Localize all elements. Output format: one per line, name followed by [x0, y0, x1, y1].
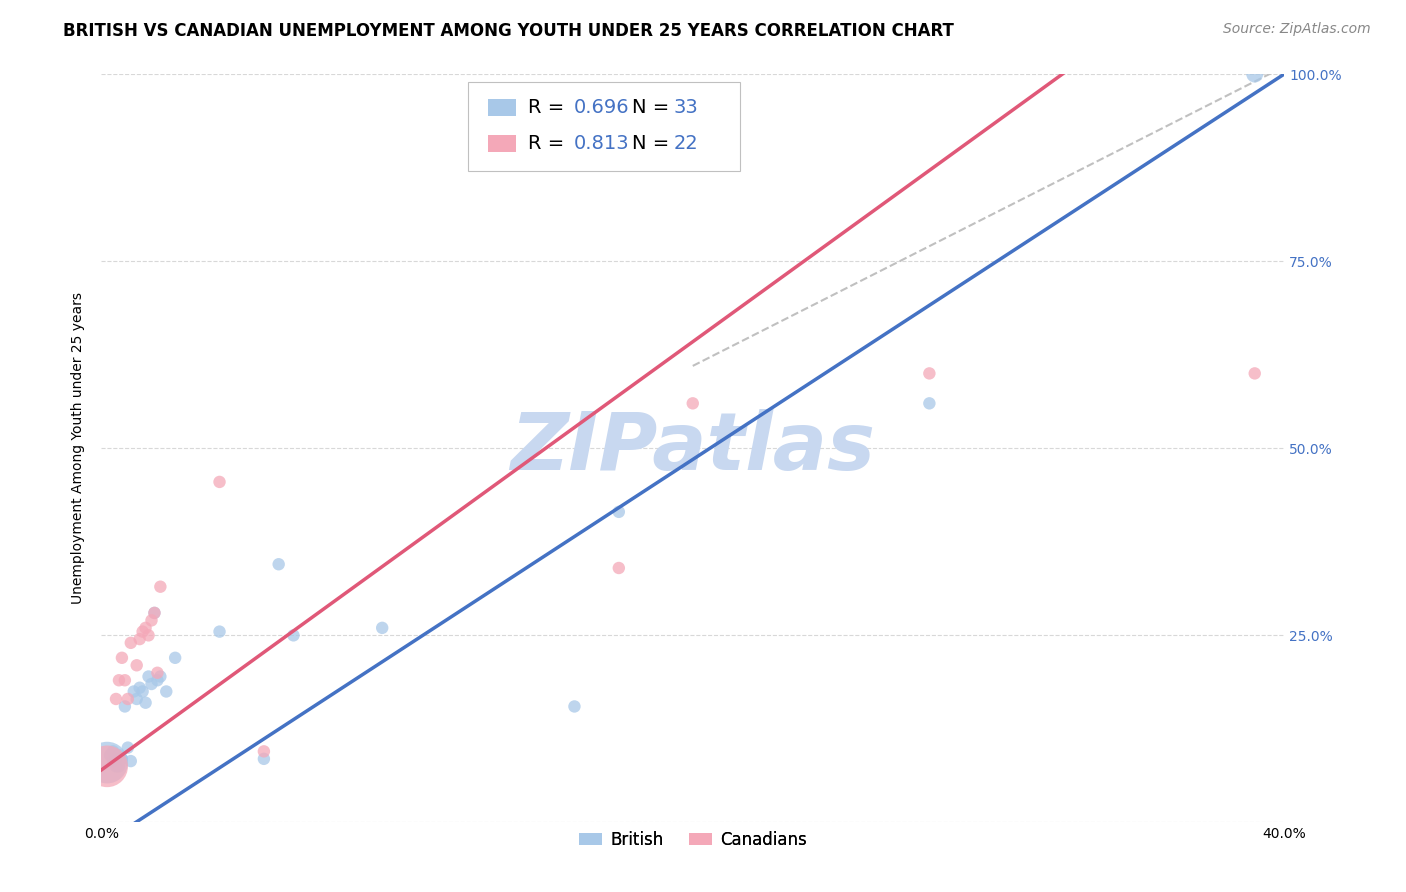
Point: [283, 628, 305, 642]
Point: [117, 740, 139, 755]
Point: [208, 624, 231, 639]
Point: [128, 681, 150, 695]
Point: [131, 684, 153, 698]
FancyBboxPatch shape: [468, 81, 740, 171]
Point: [682, 396, 704, 410]
Bar: [488, 136, 516, 152]
Point: [208, 475, 231, 489]
Point: [96, 756, 118, 770]
Point: [253, 744, 276, 758]
Point: [918, 396, 941, 410]
Point: [108, 759, 131, 773]
Point: [117, 692, 139, 706]
Point: [125, 692, 148, 706]
Point: [141, 613, 163, 627]
Point: [143, 606, 166, 620]
Point: [114, 699, 136, 714]
Point: [122, 684, 145, 698]
Point: [101, 754, 124, 768]
Point: [105, 752, 128, 766]
Point: [120, 636, 142, 650]
Point: [108, 748, 131, 763]
Point: [1243, 67, 1265, 81]
Text: N =: N =: [633, 98, 676, 117]
Point: [108, 673, 131, 688]
Point: [114, 673, 136, 688]
Point: [105, 759, 128, 773]
Point: [96, 759, 118, 773]
Point: [165, 650, 187, 665]
Point: [125, 658, 148, 673]
Point: [267, 558, 290, 572]
Point: [135, 621, 157, 635]
Point: [138, 628, 160, 642]
Point: [111, 650, 134, 665]
Point: [564, 699, 586, 714]
Y-axis label: Unemployment Among Youth under 25 years: Unemployment Among Youth under 25 years: [72, 293, 86, 604]
Text: 0.696: 0.696: [574, 98, 628, 117]
Point: [607, 505, 630, 519]
Text: R =: R =: [529, 134, 571, 153]
Point: [120, 754, 142, 768]
Legend: British, Canadians: British, Canadians: [572, 824, 814, 855]
Point: [101, 744, 124, 758]
Point: [155, 684, 177, 698]
Text: 22: 22: [673, 134, 699, 153]
Point: [135, 696, 157, 710]
Bar: [488, 100, 516, 116]
Point: [141, 677, 163, 691]
Point: [131, 624, 153, 639]
Point: [146, 665, 169, 680]
Text: 0.813: 0.813: [574, 134, 628, 153]
Text: N =: N =: [633, 134, 676, 153]
Point: [918, 367, 941, 381]
Point: [111, 752, 134, 766]
Point: [128, 632, 150, 646]
Point: [149, 669, 172, 683]
Point: [105, 692, 128, 706]
Point: [146, 673, 169, 688]
Text: ZIPatlas: ZIPatlas: [510, 409, 876, 487]
Point: [149, 580, 172, 594]
Point: [98, 748, 121, 763]
Point: [1243, 367, 1265, 381]
Point: [143, 606, 166, 620]
Text: Source: ZipAtlas.com: Source: ZipAtlas.com: [1223, 22, 1371, 37]
Point: [371, 621, 394, 635]
Text: BRITISH VS CANADIAN UNEMPLOYMENT AMONG YOUTH UNDER 25 YEARS CORRELATION CHART: BRITISH VS CANADIAN UNEMPLOYMENT AMONG Y…: [63, 22, 955, 40]
Text: 33: 33: [673, 98, 699, 117]
Text: R =: R =: [529, 98, 571, 117]
Point: [607, 561, 630, 575]
Point: [138, 669, 160, 683]
Point: [253, 752, 276, 766]
